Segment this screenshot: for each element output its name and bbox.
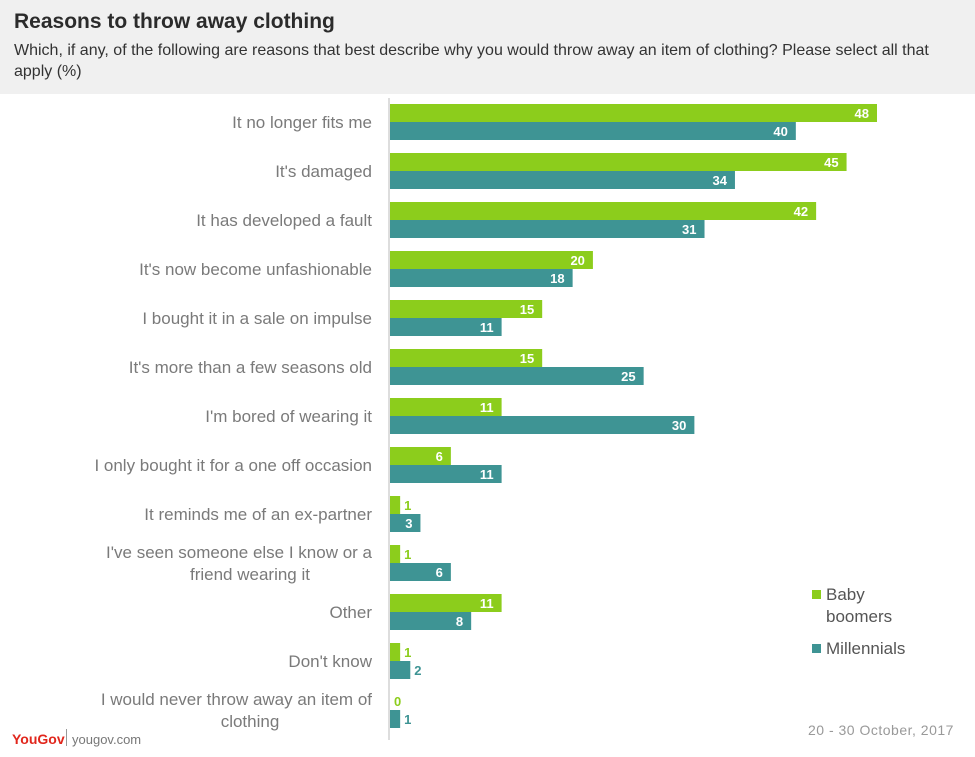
data-label: 6 <box>436 449 443 464</box>
data-label: 45 <box>824 155 838 170</box>
bar-millennials <box>390 563 451 581</box>
legend-swatch <box>812 644 821 653</box>
bar-millennials <box>390 661 411 679</box>
data-label: 20 <box>570 253 584 268</box>
bar-millennials <box>390 710 401 728</box>
data-label: 0 <box>394 694 401 709</box>
bar-millennials <box>390 269 573 287</box>
category-label: Other <box>329 603 372 622</box>
data-label: 18 <box>550 271 564 286</box>
data-label: 11 <box>480 596 494 611</box>
chart-title: Reasons to throw away clothing <box>14 10 335 33</box>
bar-baby-boomers <box>390 447 451 465</box>
yougov-logo: YouGov <box>12 731 65 747</box>
bar-baby-boomers <box>390 349 543 367</box>
bar-millennials <box>390 220 705 238</box>
bar-baby-boomers <box>390 104 877 122</box>
bar-millennials <box>390 318 502 336</box>
category-label: It no longer fits me <box>232 113 372 132</box>
data-label: 31 <box>682 222 696 237</box>
data-label: 30 <box>672 418 686 433</box>
bar-millennials <box>390 171 735 189</box>
category-label: It has developed a fault <box>196 211 372 230</box>
chart-header: Reasons to throw away clothing Which, if… <box>0 0 975 94</box>
data-label: 1 <box>404 712 411 727</box>
bar-millennials <box>390 465 502 483</box>
bar-baby-boomers <box>390 545 401 563</box>
data-label: 1 <box>404 498 411 513</box>
data-label: 15 <box>520 351 534 366</box>
bar-baby-boomers <box>390 300 543 318</box>
data-label: 42 <box>794 204 808 219</box>
chart-subtitle: Which, if any, of the following are reas… <box>14 42 929 80</box>
bar-millennials <box>390 122 796 140</box>
data-label: 2 <box>414 663 421 678</box>
data-label: 40 <box>773 124 787 139</box>
category-label: Don't know <box>288 652 372 671</box>
bar-millennials <box>390 416 695 434</box>
data-label: 1 <box>404 547 411 562</box>
data-label: 6 <box>436 565 443 580</box>
footer-divider <box>66 729 67 746</box>
bar-baby-boomers <box>390 594 502 612</box>
bar-baby-boomers <box>390 202 817 220</box>
bar-baby-boomers <box>390 496 401 514</box>
bar-baby-boomers <box>390 643 401 661</box>
legend-label: Millennials <box>826 639 905 658</box>
data-label: 48 <box>855 106 869 121</box>
data-label: 34 <box>712 173 727 188</box>
data-label: 25 <box>621 369 635 384</box>
category-label: I'm bored of wearing it <box>205 407 372 426</box>
legend-label: Baby boomers <box>826 585 892 626</box>
legend-swatch <box>812 590 821 599</box>
survey-date: 20 - 30 October, 2017 <box>808 722 954 738</box>
data-label: 8 <box>456 614 463 629</box>
category-label: It's now become unfashionable <box>139 260 372 279</box>
category-label: I bought it in a sale on impulse <box>142 309 372 328</box>
bar-millennials <box>390 367 644 385</box>
category-label: I've seen someone else I know or a friend… <box>106 543 372 584</box>
category-label: It's more than a few seasons old <box>129 358 372 377</box>
bar-baby-boomers <box>390 153 847 171</box>
data-label: 3 <box>405 516 412 531</box>
bar-millennials <box>390 612 472 630</box>
bar-baby-boomers <box>390 251 593 269</box>
category-label: It reminds me of an ex-partner <box>144 505 372 524</box>
data-label: 11 <box>480 400 494 415</box>
footer-site: yougov.com <box>72 732 142 747</box>
data-label: 15 <box>520 302 534 317</box>
data-label: 11 <box>480 467 494 482</box>
category-label: I only bought it for a one off occasion <box>94 456 372 475</box>
category-label: It's damaged <box>275 162 372 181</box>
data-label: 1 <box>404 645 411 660</box>
category-label: I would never throw away an item of cloth… <box>101 690 372 731</box>
bar-baby-boomers <box>390 398 502 416</box>
bar-millennials <box>390 514 421 532</box>
data-label: 11 <box>480 320 494 335</box>
